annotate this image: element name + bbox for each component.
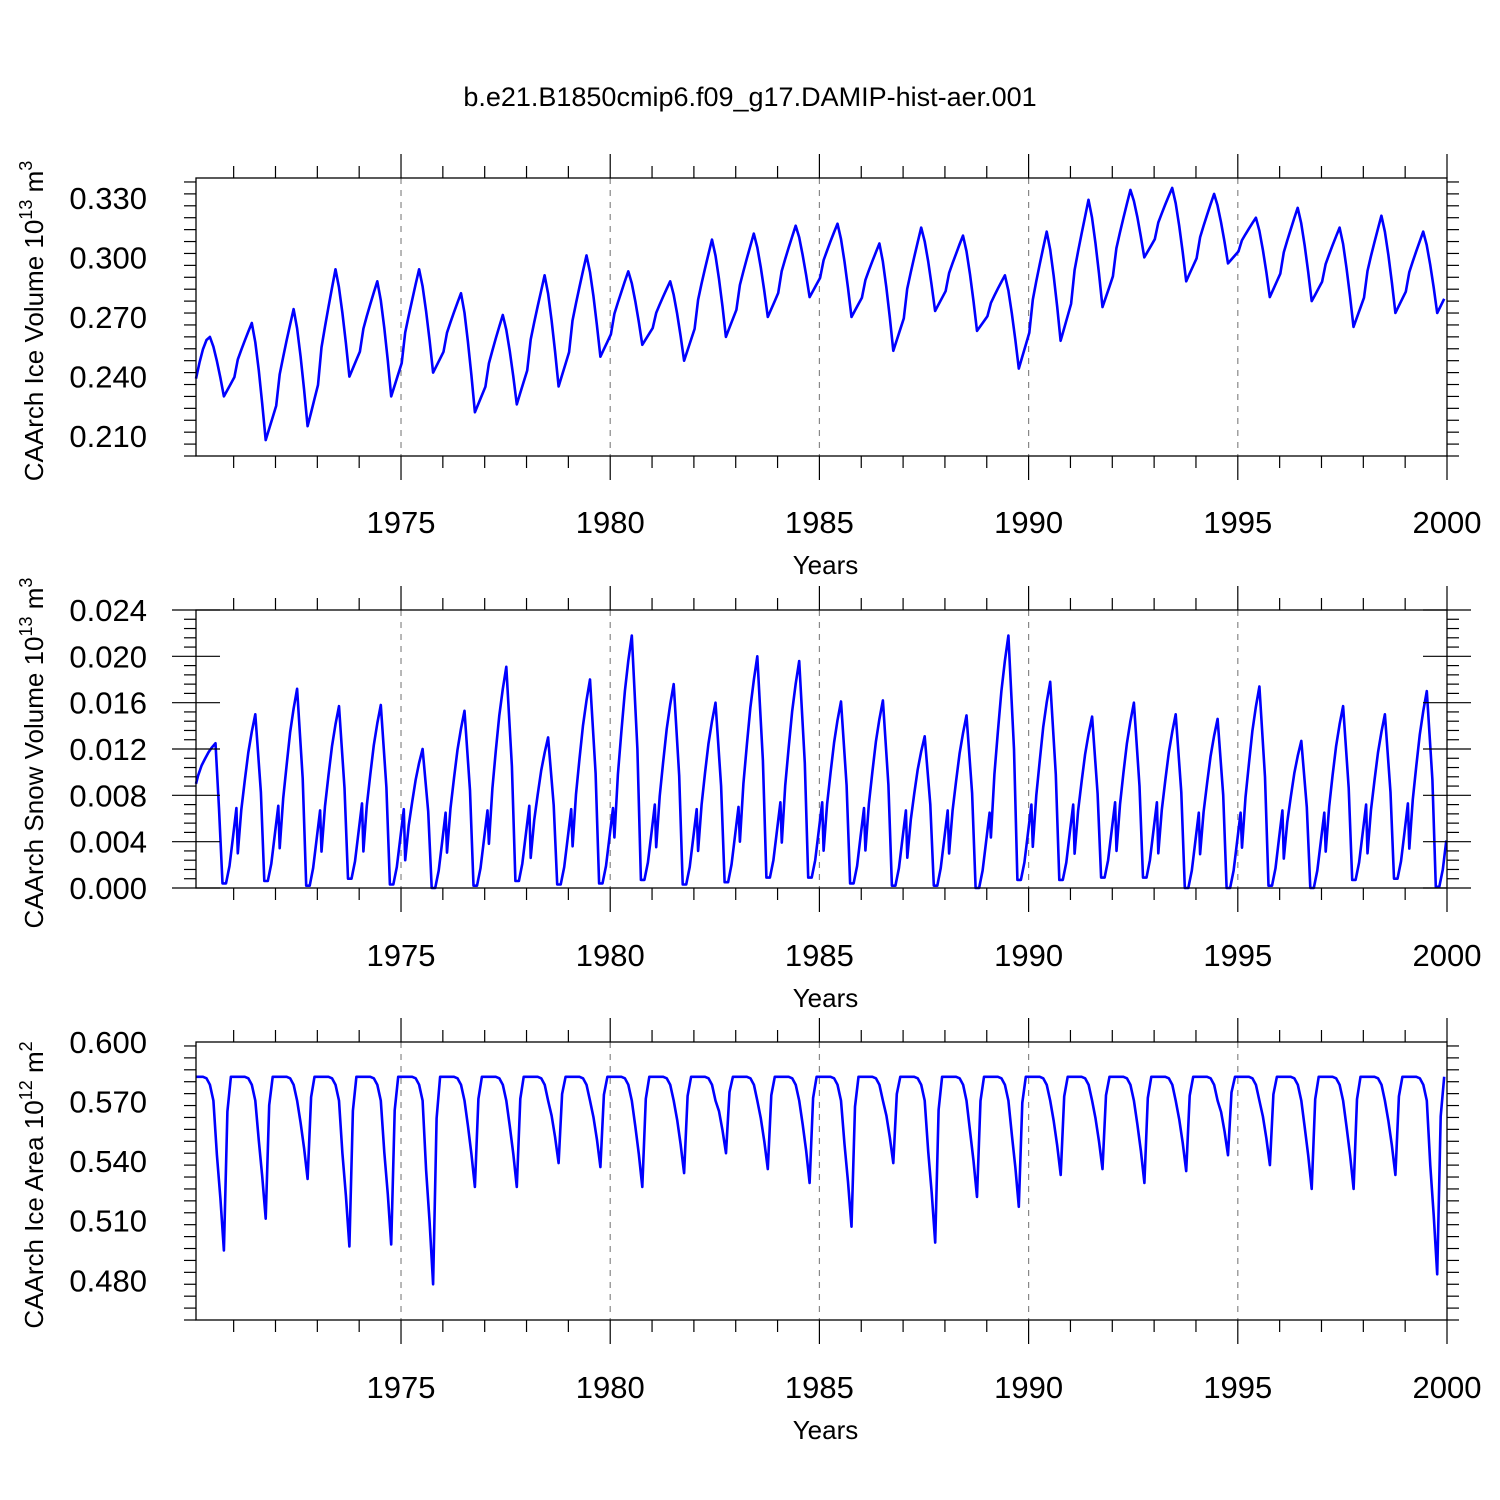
y-tick-label: 0.600	[69, 1025, 147, 1060]
x-tick-label: 1995	[1203, 1370, 1272, 1405]
x-tick-label: 1985	[785, 1370, 854, 1405]
y-tick-label: 0.004	[69, 825, 147, 860]
x-axis-title: Years	[793, 550, 859, 580]
y-axis-title-main: CAArch Ice Area 10	[19, 1100, 49, 1328]
chart-title: b.e21.B1850cmip6.f09_g17.DAMIP-hist-aer.…	[463, 82, 1036, 112]
y-axis-title: CAArch Snow Volume 1013 m3	[16, 578, 49, 929]
x-tick-label: 1980	[576, 505, 645, 540]
panel-ice-volume: 1975 1980 1985 1990 1995 2000 0.210 0.240 0.270 0…	[16, 154, 1481, 580]
y-tick-label: 0.012	[69, 732, 147, 767]
y-tick-label: 0.570	[69, 1085, 147, 1120]
x-tick-label: 2000	[1413, 505, 1482, 540]
x-tick-label: 1985	[785, 505, 854, 540]
x-tick-label: 1975	[367, 1370, 436, 1405]
y-tick-label: 0.016	[69, 686, 147, 721]
y-axis-title-unit-exp: 3	[16, 161, 36, 171]
x-tick-label: 2000	[1413, 938, 1482, 973]
x-tick-label: 1985	[785, 938, 854, 973]
y-axis-title-unit-exp: 3	[16, 578, 36, 588]
x-tick-label: 1980	[576, 1370, 645, 1405]
y-tick-label: 0.210	[69, 419, 147, 454]
y-axis-title-unit-exp: 2	[16, 1041, 36, 1051]
series-line	[196, 1075, 1446, 1286]
x-tick-label: 1990	[994, 505, 1063, 540]
y-tick-label: 0.008	[69, 778, 147, 813]
y-tick-label: 0.510	[69, 1204, 147, 1239]
x-tick-label: 2000	[1413, 1370, 1482, 1405]
y-tick-label: 0.300	[69, 240, 147, 275]
x-tick-label: 1990	[994, 1370, 1063, 1405]
y-axis-title-unit: m	[19, 171, 49, 200]
plot-frame	[195, 177, 1448, 457]
panel-snow-volume: 1975 1980 1985 1990 1995 2000 0.000 0.004 0.008 0…	[16, 578, 1481, 1013]
panel-ice-area: 1975 1980 1985 1990 1995 2000 0.480 0.510 0.540 0…	[16, 1018, 1481, 1445]
y-axis-title-unit: m	[19, 588, 49, 617]
y-axis-title-exp: 12	[16, 1080, 36, 1100]
y-axis-title-exp: 13	[16, 200, 36, 220]
x-tick-label: 1980	[576, 938, 645, 973]
y-axis-title-main: CAArch Snow Volume 10	[19, 637, 49, 929]
y-tick-label: 0.270	[69, 300, 147, 335]
x-axis-title: Years	[793, 1415, 859, 1445]
x-tick-label: 1995	[1203, 505, 1272, 540]
x-tick-label: 1990	[994, 938, 1063, 973]
x-tick-label: 1995	[1203, 938, 1272, 973]
series-line	[194, 186, 1446, 442]
y-tick-label: 0.330	[69, 181, 147, 216]
y-tick-label: 0.020	[69, 639, 147, 674]
y-axis-title-unit: m	[19, 1051, 49, 1080]
x-axis-title: Years	[793, 983, 859, 1013]
y-tick-label: 0.480	[69, 1263, 147, 1298]
x-tick-label: 1975	[367, 938, 436, 973]
y-tick-label: 0.024	[69, 593, 147, 628]
series-line	[194, 634, 1448, 890]
y-tick-label: 0.540	[69, 1144, 147, 1179]
y-tick-label: 0.240	[69, 360, 147, 395]
x-tick-label: 1975	[367, 505, 436, 540]
y-axis-title-exp: 13	[16, 616, 36, 636]
y-axis-title-main: CAArch Ice Volume 10	[19, 220, 49, 482]
y-tick-label: 0.000	[69, 871, 147, 906]
y-axis-title: CAArch Ice Area 1012 m2	[16, 1041, 49, 1328]
y-axis-title: CAArch Ice Volume 1013 m3	[16, 161, 49, 482]
plot-frame	[195, 1041, 1448, 1321]
